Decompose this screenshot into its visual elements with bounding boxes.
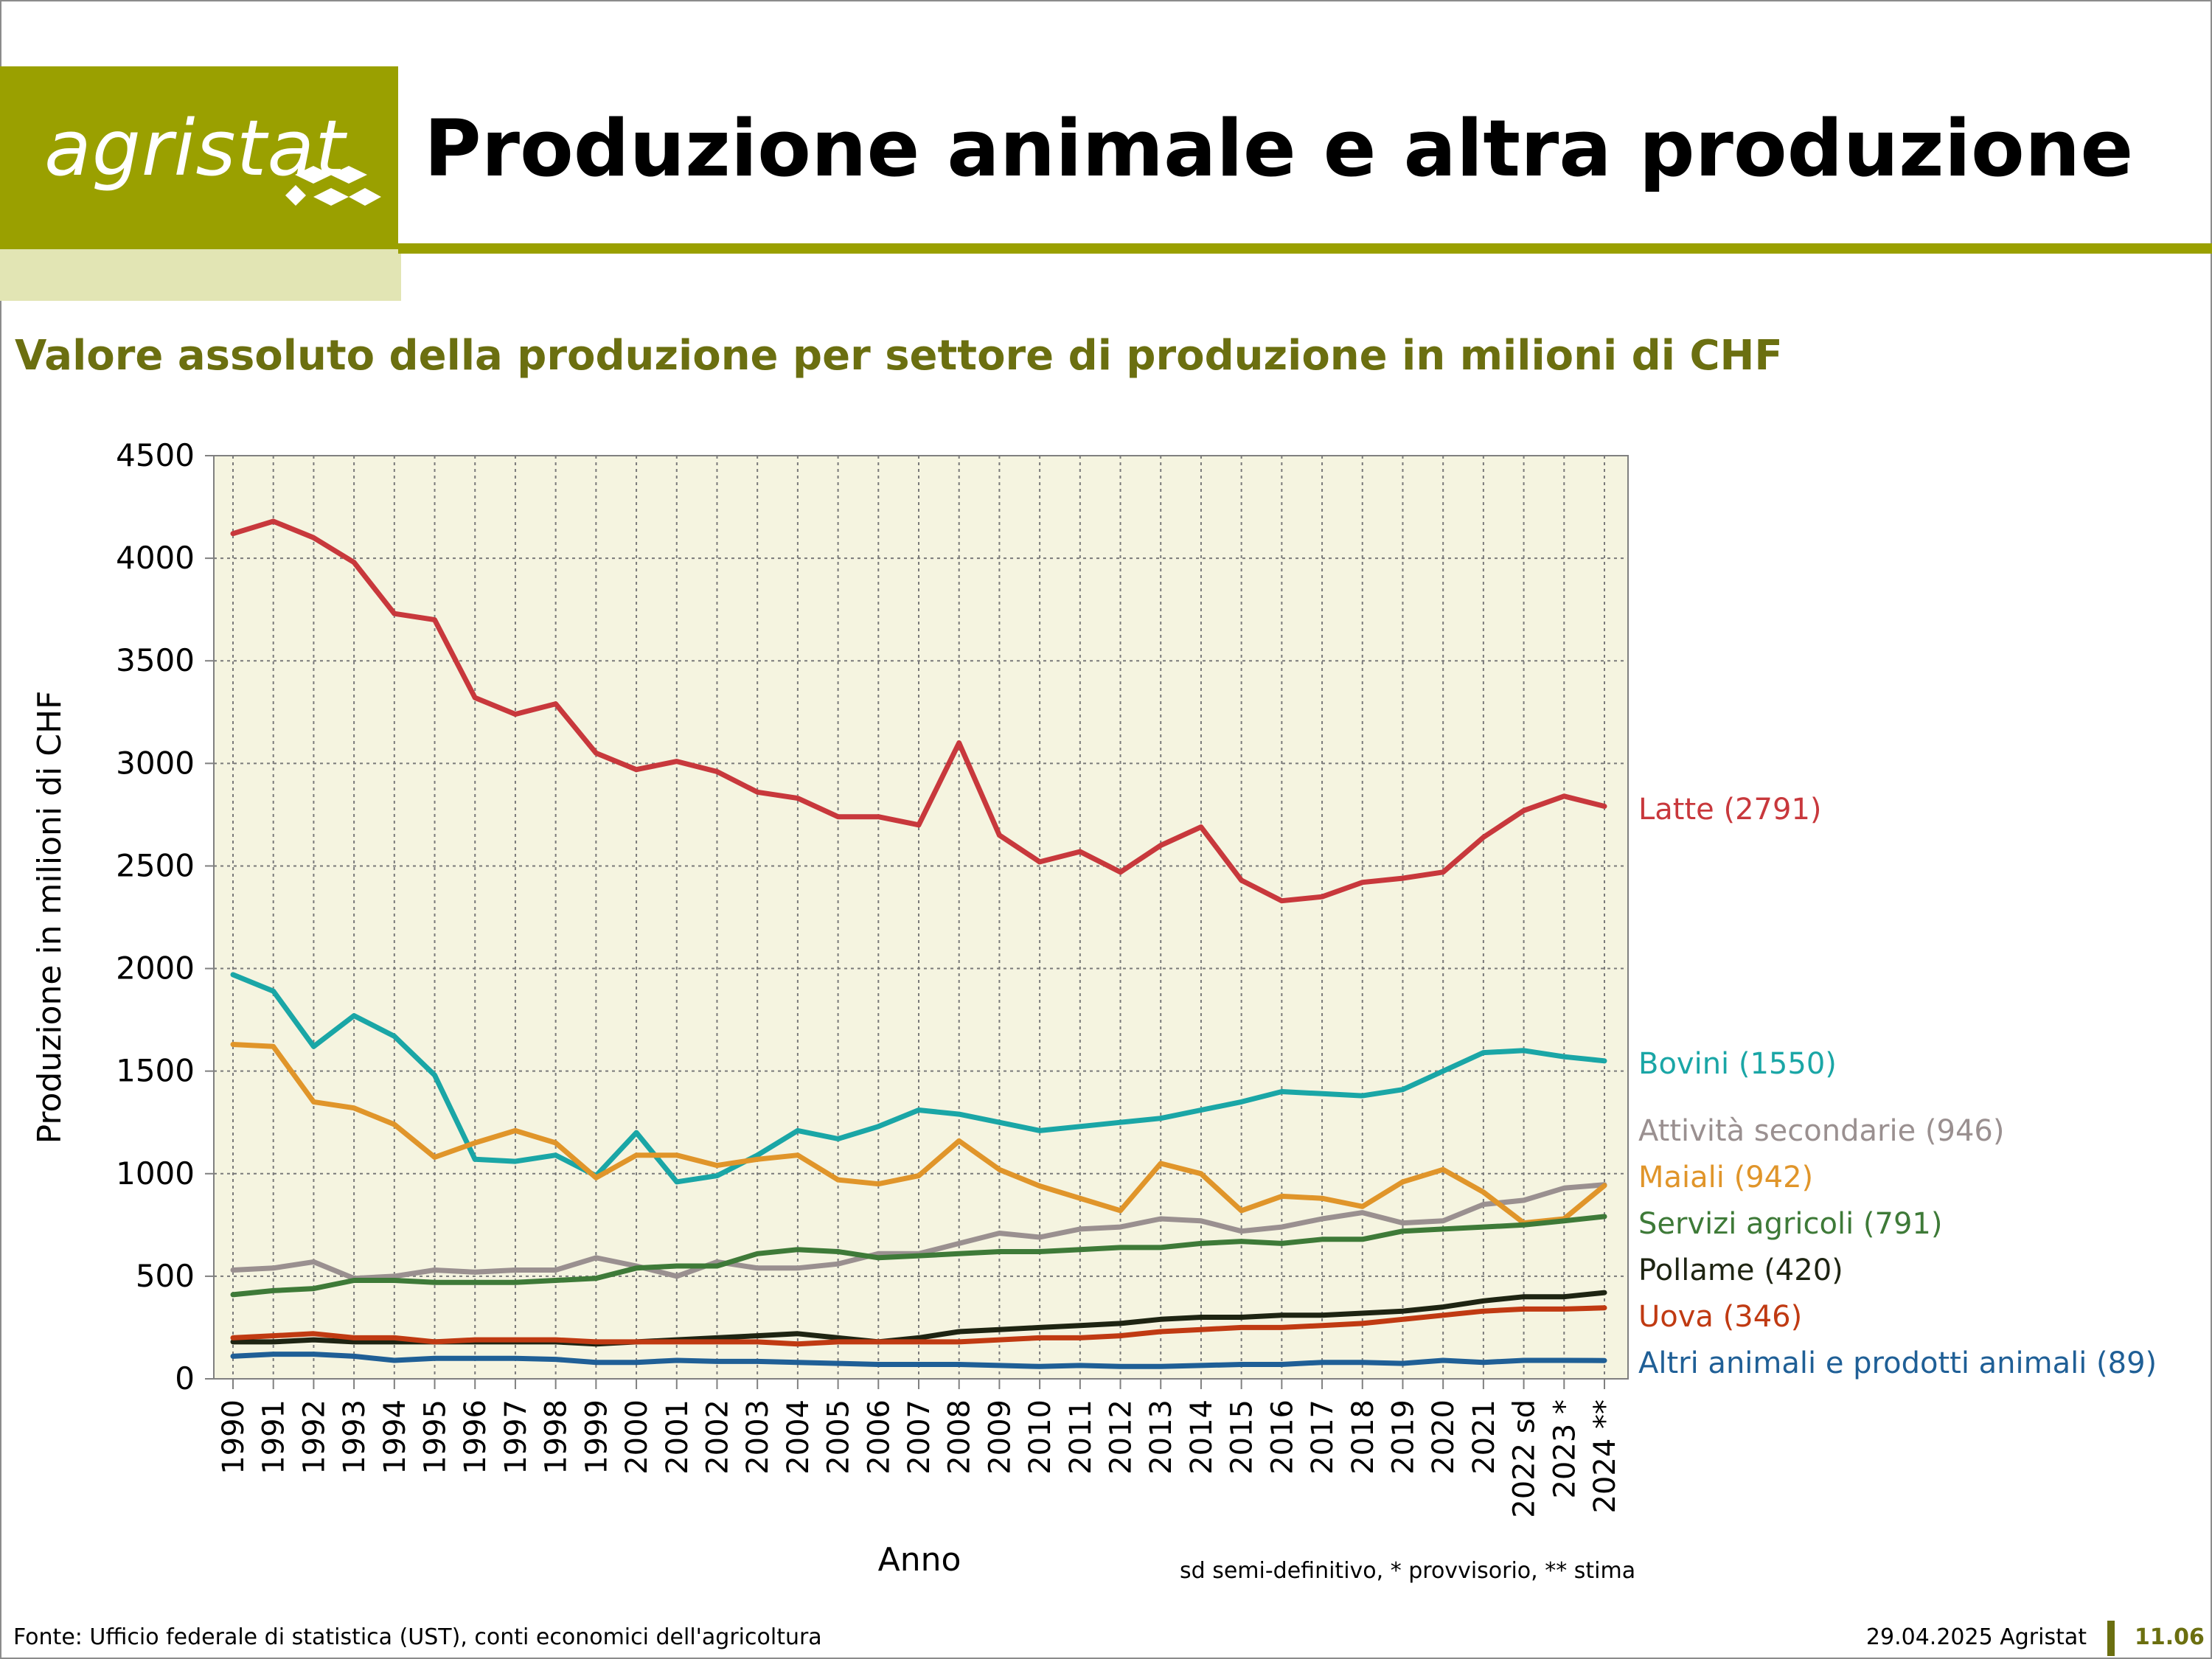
- series-lines: [230, 518, 1607, 1369]
- series-label: Uova (346): [1638, 1300, 1802, 1334]
- series-label: Latte (2791): [1638, 793, 1822, 827]
- series-line: [230, 1042, 1607, 1226]
- x-tick-label: 2006: [862, 1399, 896, 1475]
- y-tick-label: 1500: [116, 1053, 195, 1089]
- x-axis: 1990 1991 1992 1993 1994 1995 1996 1997 1998 1999…: [217, 1379, 1622, 1518]
- footer-divider: [2107, 1621, 2115, 1656]
- series-label: Attività secondarie (946): [1638, 1114, 2004, 1148]
- y-tick-label: 4500: [116, 437, 195, 473]
- x-tick-label: 1996: [459, 1399, 493, 1475]
- series-line: [230, 1214, 1607, 1298]
- plot-area: [213, 455, 1629, 1380]
- footer-date: 29.04.2025 Agristat: [1865, 1624, 2087, 1650]
- x-tick-label: 2019: [1386, 1399, 1420, 1475]
- x-tick-label: 2004: [782, 1399, 815, 1475]
- x-tick-label: 1994: [378, 1399, 412, 1475]
- status-note: sd semi-definitivo, * provvisorio, ** st…: [1180, 1558, 1636, 1584]
- series-labels: Latte (2791) Bovini (1550) Attività second…: [1638, 793, 2157, 1380]
- x-tick-label: 2008: [943, 1399, 977, 1475]
- series-line: [230, 518, 1607, 904]
- x-tick-label: 1993: [338, 1399, 372, 1475]
- x-tick-label: 2003: [741, 1399, 775, 1475]
- page-title: Produzione animale e altra produzione: [424, 103, 2134, 194]
- y-axis-title: Produzione in milioni di CHF: [31, 691, 69, 1144]
- x-tick-label: 2000: [620, 1399, 654, 1475]
- series-line: [230, 972, 1607, 1185]
- logo-box: [0, 66, 398, 249]
- page-number: 11.06: [2135, 1624, 2205, 1650]
- x-tick-label: 2010: [1023, 1399, 1057, 1475]
- x-tick-label: 2007: [902, 1399, 936, 1475]
- x-tick-label: 2024 **: [1588, 1399, 1622, 1514]
- series-label: Servizi agricoli (791): [1638, 1207, 1942, 1241]
- x-tick-label: 2002: [700, 1399, 734, 1475]
- x-tick-label: 1997: [499, 1399, 533, 1475]
- logo-shade: [0, 249, 401, 301]
- x-tick-label: 1999: [580, 1399, 613, 1475]
- y-tick-label: 1000: [116, 1155, 195, 1192]
- x-tick-label: 2022 sd: [1508, 1399, 1542, 1518]
- x-tick-label: 2005: [822, 1399, 856, 1475]
- logo-diamond-icon: [285, 166, 381, 206]
- agristat-logo: agristat: [44, 103, 346, 193]
- y-tick-label: 4000: [116, 540, 195, 576]
- x-axis-title: Anno: [878, 1541, 961, 1579]
- series-label: Altri animali e prodotti animali (89): [1638, 1346, 2157, 1380]
- series-label: Bovini (1550): [1638, 1047, 1837, 1081]
- x-tick-label: 2015: [1225, 1399, 1259, 1475]
- x-tick-label: 2020: [1427, 1399, 1461, 1475]
- x-tick-label: 2001: [661, 1399, 695, 1475]
- x-tick-label: 2021: [1467, 1399, 1501, 1475]
- x-tick-label: 1990: [217, 1399, 251, 1475]
- x-tick-label: 2016: [1265, 1399, 1299, 1475]
- x-tick-label: 1991: [257, 1399, 291, 1475]
- y-tick-label: 3000: [116, 745, 195, 781]
- x-tick-label: 1998: [540, 1399, 574, 1475]
- x-tick-label: 2014: [1185, 1399, 1219, 1475]
- x-tick-label: 2017: [1306, 1399, 1340, 1475]
- x-tick-label: 2011: [1064, 1399, 1098, 1475]
- x-tick-label: 2018: [1346, 1399, 1380, 1475]
- x-tick-label: 2013: [1144, 1399, 1178, 1475]
- chart-subtitle: Valore assoluto della produzione per set…: [15, 332, 1783, 380]
- y-tick-label: 2500: [116, 847, 195, 883]
- footer-source: Fonte: Ufficio federale di statistica (U…: [13, 1624, 822, 1650]
- x-tick-label: 1992: [297, 1399, 331, 1475]
- x-tick-label: 2023 *: [1548, 1399, 1582, 1499]
- x-tick-label: 1995: [419, 1399, 453, 1475]
- y-axis: 0 500 1000 1500 2000 2500 3000 3500 4000 4500: [116, 437, 215, 1397]
- y-tick-label: 0: [175, 1360, 195, 1397]
- grid: [214, 456, 1628, 1379]
- x-tick-label: 2009: [983, 1399, 1017, 1475]
- x-tick-label: 2012: [1105, 1399, 1138, 1475]
- header-rule: [398, 243, 2212, 254]
- series-line: [230, 1352, 1607, 1369]
- series-label: Pollame (420): [1638, 1253, 1843, 1287]
- y-tick-label: 2000: [116, 950, 195, 987]
- y-tick-label: 3500: [116, 642, 195, 678]
- series-label: Maiali (942): [1638, 1161, 1813, 1194]
- line-chart: 0 500 1000 1500 2000 2500 3000 3500 4000 4500 199…: [31, 437, 2157, 1579]
- y-tick-label: 500: [136, 1258, 195, 1294]
- series-line: [230, 1305, 1607, 1347]
